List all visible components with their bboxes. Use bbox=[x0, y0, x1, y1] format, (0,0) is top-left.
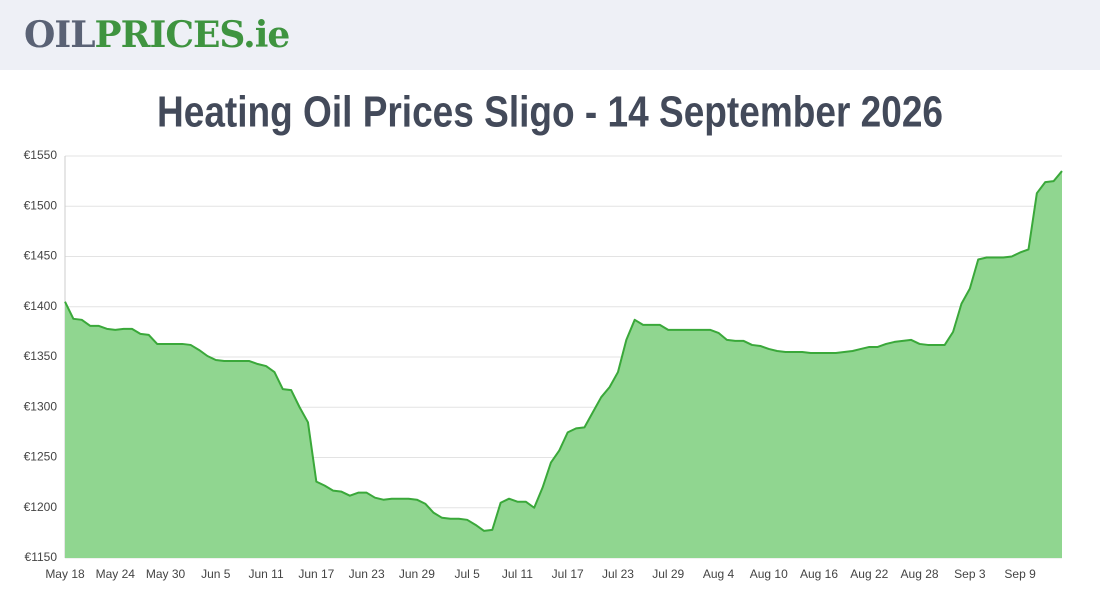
logo: OILPRICES.ie bbox=[24, 14, 289, 56]
y-tick-label: €1300 bbox=[24, 399, 58, 413]
x-tick-label: Aug 28 bbox=[901, 567, 939, 581]
y-tick-label: €1500 bbox=[24, 198, 58, 212]
x-tick-label: Jul 5 bbox=[454, 567, 480, 581]
x-tick-label: Jul 17 bbox=[552, 567, 584, 581]
y-tick-label: €1450 bbox=[24, 249, 58, 263]
x-tick-label: Jul 23 bbox=[602, 567, 634, 581]
logo-ie: .ie bbox=[243, 14, 289, 56]
y-tick-label: €1150 bbox=[25, 550, 58, 564]
y-tick-label: €1250 bbox=[24, 450, 58, 464]
y-tick-label: €1550 bbox=[24, 148, 58, 162]
logo-oil: OIL bbox=[24, 14, 95, 56]
x-tick-label: Aug 10 bbox=[750, 567, 788, 581]
x-tick-label: Sep 9 bbox=[1004, 567, 1036, 581]
header-bar bbox=[0, 0, 1100, 70]
area bbox=[65, 171, 1062, 558]
x-tick-label: Jun 23 bbox=[349, 567, 385, 581]
x-tick-label: Jun 5 bbox=[201, 567, 231, 581]
y-tick-label: €1200 bbox=[24, 500, 58, 514]
x-tick-label: May 24 bbox=[96, 567, 136, 581]
chart-title: Heating Oil Prices Sligo - 14 September … bbox=[157, 88, 943, 137]
x-tick-label: May 18 bbox=[45, 567, 85, 581]
x-tick-label: Aug 16 bbox=[800, 567, 838, 581]
line bbox=[64, 170, 1063, 532]
x-tick-label: Jul 29 bbox=[652, 567, 684, 581]
x-tick-label: Jun 29 bbox=[399, 567, 435, 581]
logo-prices: PRICES bbox=[95, 14, 244, 56]
x-tick-label: Sep 3 bbox=[954, 567, 986, 581]
y-tick-label: €1350 bbox=[24, 349, 58, 363]
x-tick-label: May 30 bbox=[146, 567, 186, 581]
x-tick-label: Jun 17 bbox=[298, 567, 334, 581]
x-tick-label: Aug 22 bbox=[850, 567, 888, 581]
y-tick-label: €1400 bbox=[24, 299, 58, 313]
x-tick-label: Jul 11 bbox=[502, 567, 533, 581]
x-tick-label: Jun 11 bbox=[249, 567, 284, 581]
x-tick-label: Aug 4 bbox=[703, 567, 735, 581]
